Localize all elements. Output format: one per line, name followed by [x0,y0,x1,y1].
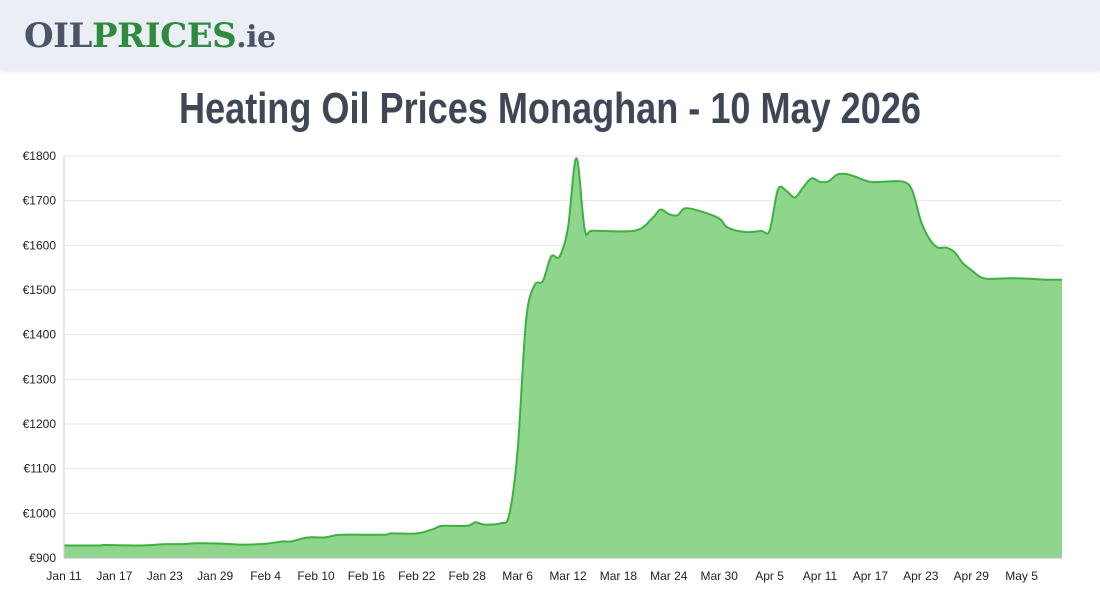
x-tick-label: Apr 17 [853,569,889,583]
site-logo[interactable]: OILPRICES.ie [24,16,276,58]
x-tick-label: Apr 29 [954,569,990,583]
x-tick-label: Mar 12 [549,569,587,583]
x-tick-label: Apr 23 [903,569,939,583]
y-tick-label: €900 [29,551,56,565]
x-tick-label: Apr 11 [803,569,838,583]
y-tick-label: €1500 [23,283,57,297]
x-tick-label: Apr 5 [755,569,784,583]
x-tick-label: Jan 11 [46,569,81,583]
y-tick-label: €1100 [24,462,57,476]
x-tick-label: May 5 [1005,569,1038,583]
x-tick-label: Mar 18 [600,569,638,583]
x-tick-label: Feb 10 [297,569,335,583]
y-tick-label: €1400 [23,328,57,342]
y-tick-label: €1600 [23,238,57,252]
x-tick-label: Feb 28 [449,569,487,583]
y-tick-label: €1700 [23,194,57,208]
x-tick-label: Feb 4 [250,569,281,583]
page-title: Heating Oil Prices Monaghan - 10 May 202… [179,84,921,133]
logo-text-prices: PRICES [91,16,237,56]
price-line [64,157,1062,547]
x-tick-label: Mar 6 [502,569,533,583]
x-tick-label: Feb 22 [398,569,436,583]
y-tick-label: €1800 [23,149,57,163]
x-tick-label: Jan 23 [147,569,183,583]
x-tick-label: Jan 17 [96,569,132,583]
y-tick-label: €1300 [23,372,57,386]
x-tick-label: Jan 29 [197,569,233,583]
y-tick-label: €1000 [23,506,57,520]
x-tick-label: Mar 24 [650,569,688,583]
site-header: OILPRICES.ie [0,0,1100,70]
y-tick-label: €1200 [23,417,57,431]
logo-text-oil: OIL [24,16,92,56]
x-tick-label: Mar 30 [701,569,739,583]
price-area [64,158,1062,558]
x-tick-label: Feb 16 [348,569,386,583]
logo-text-domain: .ie [236,20,276,55]
